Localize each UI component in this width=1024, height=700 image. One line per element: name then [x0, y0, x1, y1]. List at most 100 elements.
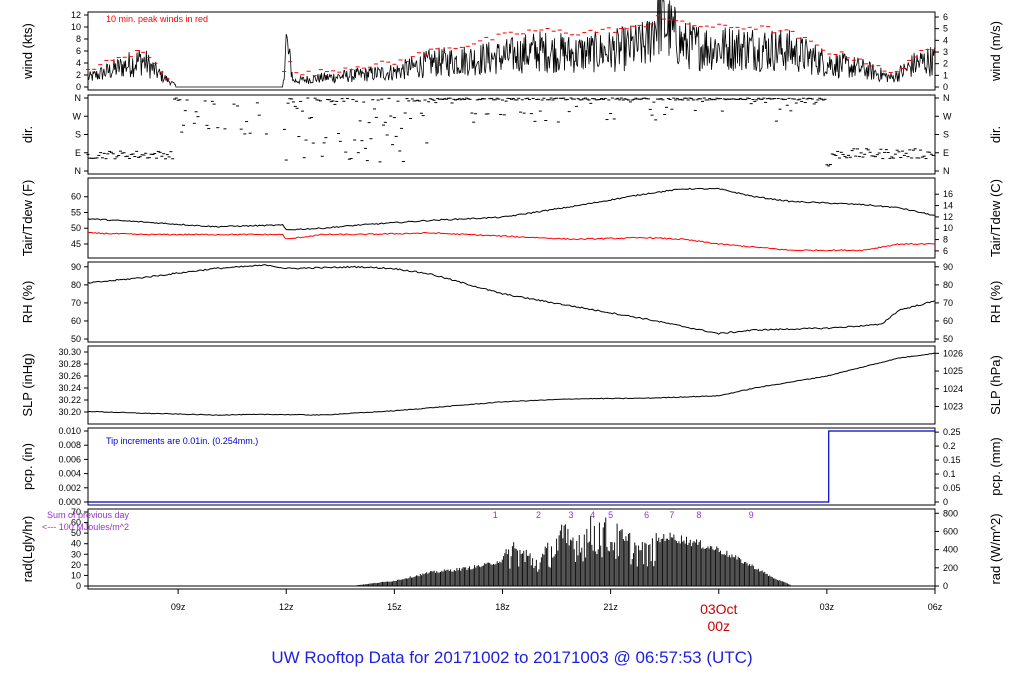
precip-line — [88, 430, 935, 503]
rh-yticklabel-left: 70 — [71, 298, 81, 308]
rh-ylabel-left: RH (%) — [20, 281, 35, 324]
dir-yticklabel-right: N — [943, 93, 950, 103]
rad-yticklabel-left: 40 — [71, 539, 81, 549]
temp-yticklabel-left: 50 — [71, 223, 81, 233]
rh-yticklabel-right: 50 — [943, 334, 953, 344]
pcp-yticklabel-left: 0.008 — [58, 440, 81, 450]
wind-yticklabel-right: 1 — [943, 70, 948, 80]
wind-yticklabel-left: 8 — [76, 34, 81, 44]
x-ticklabel: 12z — [279, 602, 294, 612]
rh-yticklabel-left: 90 — [71, 262, 81, 272]
temp-yticklabel-right: 6 — [943, 246, 948, 256]
wind-ylabel-left: wind (kts) — [20, 23, 35, 80]
air-temp-line — [87, 187, 936, 231]
temp-yticklabel-left: 60 — [71, 192, 81, 202]
wind-yticklabel-left: 0 — [76, 82, 81, 92]
x-date-marker-sub: 00z — [707, 618, 730, 634]
wind-yticklabel-left: 10 — [71, 22, 81, 32]
pcp-yticklabel-right: 0 — [943, 497, 948, 507]
slp-yticklabel-right: 1024 — [943, 384, 963, 394]
x-ticklabel: 03z — [820, 602, 835, 612]
wind-speed-line — [87, 0, 936, 88]
slp-yticklabel-left: 30.26 — [58, 371, 81, 381]
rad-sample-mark: 6 — [644, 510, 649, 520]
x-ticklabel: 06z — [928, 602, 943, 612]
slp-panel-frame — [87, 345, 936, 425]
slp-line — [87, 352, 936, 416]
rh-yticklabel-left: 50 — [71, 334, 81, 344]
temp-yticklabel-right: 8 — [943, 235, 948, 245]
rad-yticklabel-right: 600 — [943, 526, 958, 536]
chart-title: UW Rooftop Data for 20171002 to 20171003… — [271, 648, 753, 667]
dir-yticklabel-right: W — [943, 111, 952, 121]
temp-yticklabel-right: 12 — [943, 212, 953, 222]
rad-sample-mark: 3 — [568, 510, 573, 520]
x-ticklabel: 15z — [387, 602, 402, 612]
pcp-yticklabel-left: 0.000 — [58, 497, 81, 507]
temp-yticklabel-left: 45 — [71, 239, 81, 249]
dir-panel-frame — [87, 94, 936, 175]
rad-sample-mark: 1 — [493, 510, 498, 520]
rad-sum-value: <--- 100 MJoules/m^2 — [42, 522, 129, 532]
temp-ylabel-right: Tair/Tdew (C) — [988, 179, 1003, 257]
rad-yticklabel-left: 30 — [71, 549, 81, 559]
x-date-marker: 03Oct — [700, 601, 737, 617]
wind-yticklabel-left: 2 — [76, 70, 81, 80]
wind-panel-frame — [87, 11, 936, 91]
rad-sum-annotation: Sum of previous day — [47, 510, 130, 520]
slp-yticklabel-right: 1025 — [943, 366, 963, 376]
dir-yticklabel-right: E — [943, 148, 949, 158]
pcp-yticklabel-right: 0.1 — [943, 469, 956, 479]
pcp-yticklabel-right: 0.05 — [943, 483, 961, 493]
rad-sample-mark: 7 — [669, 510, 674, 520]
rh-yticklabel-right: 70 — [943, 298, 953, 308]
wind-yticklabel-right: 6 — [943, 12, 948, 22]
pcp-yticklabel-right: 0.25 — [943, 427, 961, 437]
dir-ylabel-right: dir. — [988, 126, 1003, 143]
temp-yticklabel-right: 16 — [943, 189, 953, 199]
rh-line — [87, 264, 936, 335]
pcp-yticklabel-left: 0.010 — [58, 426, 81, 436]
dir-yticklabel-left: S — [75, 130, 81, 140]
x-ticklabel: 09z — [171, 602, 186, 612]
wind-yticklabel-right: 5 — [943, 24, 948, 34]
x-ticklabel: 21z — [603, 602, 618, 612]
dewpoint-line — [87, 231, 936, 252]
rh-yticklabel-right: 90 — [943, 262, 953, 272]
pcp-panel-frame — [87, 427, 936, 506]
pcp-yticklabel-right: 0.15 — [943, 455, 961, 465]
rad-yticklabel-right: 800 — [943, 508, 958, 518]
pcp-yticklabel-right: 0.2 — [943, 441, 956, 451]
temp-yticklabel-left: 55 — [71, 207, 81, 217]
rh-ylabel-right: RH (%) — [988, 281, 1003, 324]
rad-sample-mark: 2 — [536, 510, 541, 520]
rad-ylabel-right: rad (W/m^2) — [988, 513, 1003, 584]
rad-sample-mark: 9 — [749, 510, 754, 520]
wind-yticklabel-left: 4 — [76, 58, 81, 68]
rad-yticklabel-left: 0 — [76, 581, 81, 591]
rad-yticklabel-left: 50 — [71, 528, 81, 538]
dir-ylabel-left: dir. — [20, 126, 35, 143]
slp-yticklabel-left: 30.28 — [58, 359, 81, 369]
rad-yticklabel-right: 0 — [943, 581, 948, 591]
pcp-yticklabel-left: 0.002 — [58, 483, 81, 493]
wind-peak-annotation: 10 min. peak winds in red — [106, 14, 208, 24]
dir-yticklabel-left: E — [75, 148, 81, 158]
rad-ylabel-left: rad(Lgly/hr) — [20, 516, 35, 582]
pcp-ylabel-left: pcp. (in) — [20, 443, 35, 490]
dir-yticklabel-right: S — [943, 130, 949, 140]
rad-panel-frame — [87, 508, 936, 590]
slp-ylabel-left: SLP (inHg) — [20, 353, 35, 416]
slp-yticklabel-left: 30.22 — [58, 395, 81, 405]
rad-yticklabel-left: 20 — [71, 560, 81, 570]
wind-yticklabel-left: 12 — [71, 10, 81, 20]
dir-yticklabel-right: N — [943, 166, 950, 176]
temp-yticklabel-right: 14 — [943, 201, 953, 211]
pcp-ylabel-right: pcp. (mm) — [988, 437, 1003, 496]
slp-yticklabel-right: 1023 — [943, 401, 963, 411]
dir-yticklabel-left: N — [75, 166, 82, 176]
slp-yticklabel-left: 30.20 — [58, 407, 81, 417]
slp-yticklabel-left: 30.24 — [58, 383, 81, 393]
rh-yticklabel-left: 80 — [71, 280, 81, 290]
